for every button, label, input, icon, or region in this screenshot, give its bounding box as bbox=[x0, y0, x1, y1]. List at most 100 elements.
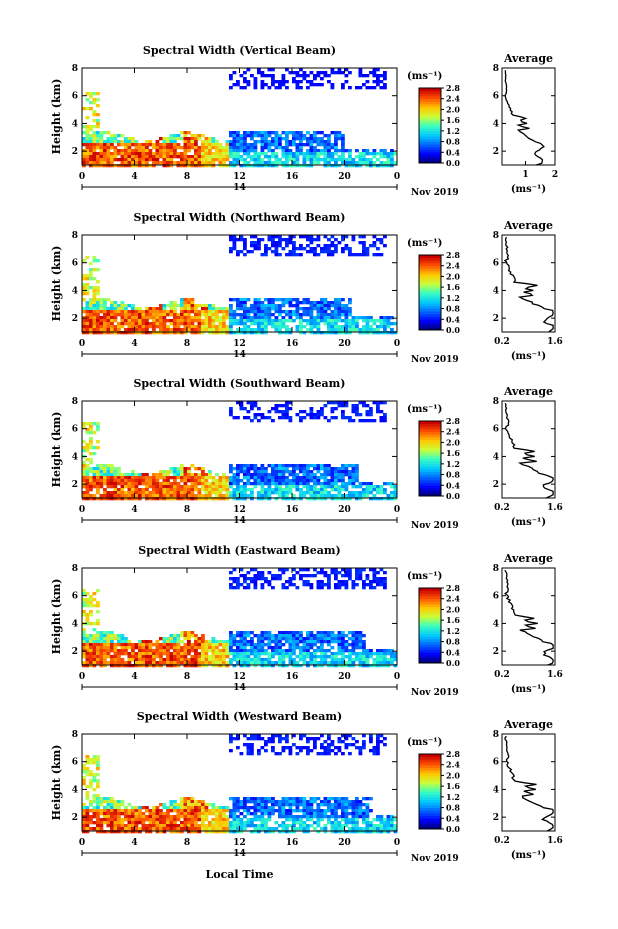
heatmap-cell bbox=[82, 449, 86, 453]
heatmap-cell bbox=[239, 319, 244, 323]
heatmap-cell bbox=[362, 401, 366, 405]
heatmap-cell bbox=[152, 331, 156, 335]
heatmap-cell bbox=[281, 416, 286, 420]
heatmap-cell bbox=[271, 479, 275, 483]
heatmap-cell bbox=[215, 821, 219, 825]
heatmap-cell bbox=[334, 137, 338, 141]
heatmap-cell bbox=[96, 758, 100, 762]
heatmap-cell bbox=[99, 328, 104, 332]
heatmap-cell bbox=[278, 310, 282, 314]
heatmap-cell bbox=[82, 610, 86, 614]
heatmap-cell bbox=[190, 316, 195, 320]
heatmap-cell bbox=[106, 470, 111, 474]
heatmap-cell bbox=[169, 640, 174, 644]
heatmap-cell bbox=[253, 485, 258, 489]
heatmap-cell bbox=[110, 655, 114, 659]
heatmap-cell bbox=[320, 476, 324, 480]
heatmap-cell bbox=[292, 241, 296, 245]
heatmap-cell bbox=[96, 316, 100, 320]
heatmap-cell bbox=[309, 470, 314, 474]
heatmap-cell bbox=[313, 497, 317, 501]
heatmap-cell bbox=[358, 485, 363, 489]
heatmap-cell bbox=[264, 809, 268, 813]
heatmap-cell bbox=[295, 74, 300, 78]
heatmap-cell bbox=[330, 322, 335, 326]
heatmap-cell bbox=[243, 482, 247, 486]
heatmap-cell bbox=[292, 583, 296, 587]
heatmap-cell bbox=[309, 464, 314, 468]
heatmap-cell bbox=[183, 325, 188, 329]
heatmap-cell bbox=[187, 646, 191, 650]
heatmap-cell bbox=[190, 803, 195, 807]
heatmap-cell bbox=[92, 779, 97, 783]
heatmap-cell bbox=[82, 125, 86, 129]
heatmap-cell bbox=[306, 310, 310, 314]
colorbar-tick-label: 0.8 bbox=[446, 637, 460, 647]
heatmap-cell bbox=[159, 637, 163, 641]
heatmap-cell bbox=[376, 77, 380, 81]
heatmap-cell bbox=[106, 307, 111, 311]
heatmap-cell bbox=[330, 152, 335, 156]
heatmap-cell bbox=[344, 149, 349, 153]
heatmap-cell bbox=[155, 488, 160, 492]
heatmap-cell bbox=[267, 797, 272, 801]
heatmap-cell bbox=[194, 634, 198, 638]
profile-frame bbox=[501, 567, 556, 666]
heatmap-cell bbox=[180, 298, 184, 302]
heatmap-cell bbox=[341, 497, 345, 501]
heatmap-cell bbox=[330, 83, 335, 87]
heatmap-cell bbox=[96, 298, 100, 302]
heatmap-cell bbox=[243, 664, 247, 668]
heatmap-cell bbox=[253, 146, 258, 150]
heatmap-cell bbox=[260, 488, 265, 492]
heatmap-cell bbox=[106, 479, 111, 483]
heatmap-cell bbox=[267, 800, 272, 804]
heatmap-cell bbox=[89, 262, 93, 266]
heatmap-cell bbox=[215, 140, 219, 144]
heatmap-cell bbox=[250, 661, 254, 665]
heatmap-cell bbox=[152, 158, 156, 162]
heatmap-cell bbox=[358, 316, 363, 320]
heatmap-cell bbox=[278, 470, 282, 474]
heatmap-cell bbox=[131, 473, 135, 477]
heatmap-cell bbox=[232, 830, 237, 834]
heatmap-cell bbox=[155, 473, 160, 477]
colorbar-swatch bbox=[419, 471, 441, 475]
heatmap-cell bbox=[337, 328, 342, 332]
heatmap-cell bbox=[351, 580, 356, 584]
heatmap-cell bbox=[208, 143, 212, 147]
heatmap-cell bbox=[313, 307, 317, 311]
heatmap-cell bbox=[288, 497, 293, 501]
heatmap-cell bbox=[250, 164, 254, 168]
heatmap-cell bbox=[271, 476, 275, 480]
heatmap-cell bbox=[117, 658, 121, 662]
heatmap-cell bbox=[218, 325, 223, 329]
heatmap-cell bbox=[103, 658, 107, 662]
panel-title: Spectral Width (Vertical Beam) bbox=[143, 44, 336, 57]
heatmap-cell bbox=[292, 71, 296, 75]
heatmap-cell bbox=[379, 325, 384, 329]
heatmap-cell bbox=[229, 586, 233, 590]
heatmap-cell bbox=[180, 830, 184, 834]
heatmap-cell bbox=[127, 473, 132, 477]
heatmap-cell bbox=[190, 319, 195, 323]
heatmap-cell bbox=[313, 640, 317, 644]
heatmap-cell bbox=[239, 800, 244, 804]
heatmap-cell bbox=[229, 827, 233, 831]
colorbar-tick-label: 0.0 bbox=[446, 158, 460, 168]
heatmap-cell bbox=[232, 737, 237, 741]
heatmap-cell bbox=[383, 401, 387, 405]
heatmap-cell bbox=[341, 637, 345, 641]
heatmap-cell bbox=[278, 485, 282, 489]
heatmap-cell bbox=[334, 488, 338, 492]
heatmap-cell bbox=[229, 164, 233, 168]
heatmap-cell bbox=[334, 238, 338, 242]
heatmap-cell bbox=[218, 143, 223, 147]
heatmap-cell bbox=[96, 131, 100, 135]
heatmap-cell bbox=[302, 158, 307, 162]
heatmap-cell bbox=[113, 634, 118, 638]
heatmap-cell bbox=[323, 235, 328, 239]
heatmap-cell bbox=[215, 313, 219, 317]
colorbar-tick-label: 2.8 bbox=[446, 416, 460, 426]
heatmap-cell bbox=[390, 322, 394, 326]
